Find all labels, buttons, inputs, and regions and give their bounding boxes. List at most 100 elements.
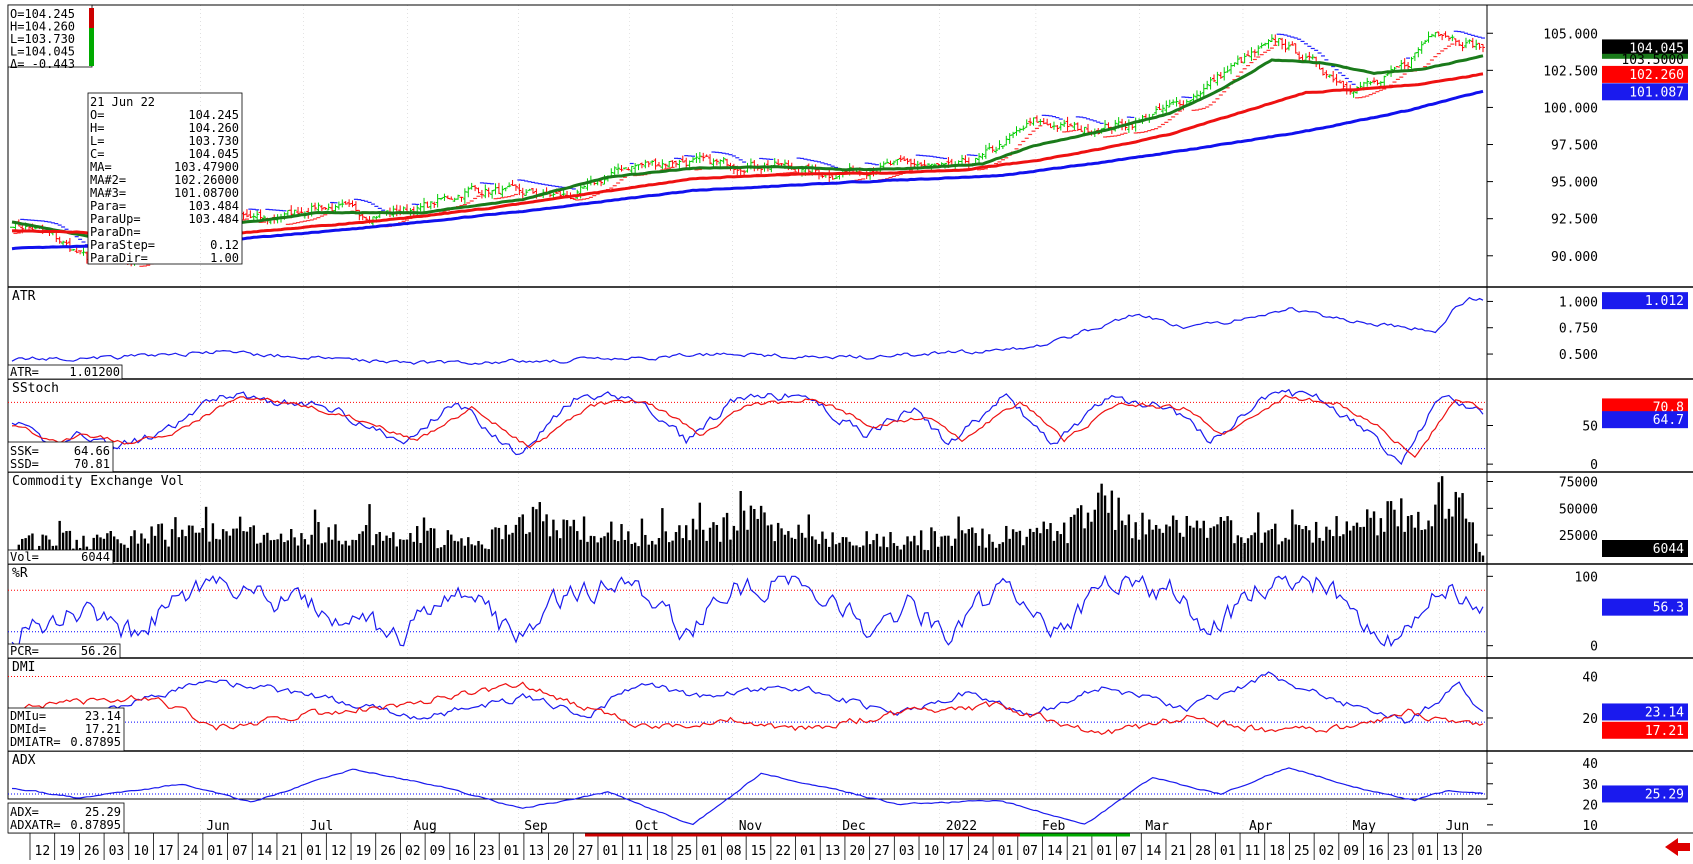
volume-bar xyxy=(885,547,889,562)
volume-bar xyxy=(729,539,732,562)
dmi-readout-value: 17.21 xyxy=(85,722,121,736)
volume-bar xyxy=(647,544,650,562)
volume-bar xyxy=(497,527,501,562)
volume-bar xyxy=(678,525,681,562)
volume-bar xyxy=(453,540,456,562)
volume-bar xyxy=(395,546,398,562)
volume-bar xyxy=(283,542,286,562)
volume-bar xyxy=(446,530,450,562)
volume-bar xyxy=(838,542,841,562)
x-day-label: 14 xyxy=(1146,844,1162,859)
volume-bar xyxy=(593,536,596,562)
volume-bar xyxy=(1018,530,1022,562)
volume-bar xyxy=(1209,527,1212,562)
x-day-label: 17 xyxy=(158,844,174,859)
volume-bar xyxy=(1114,529,1117,562)
dmi-down-value-tag: 17.21 xyxy=(1645,724,1684,739)
volume-bar xyxy=(1097,492,1100,562)
volume-bar xyxy=(763,512,766,562)
volume-bar xyxy=(1321,540,1325,562)
scroll-left-arrow-icon[interactable] xyxy=(1665,838,1690,856)
volume-bar xyxy=(1137,539,1141,562)
volume-bar xyxy=(416,526,419,562)
volume-bar xyxy=(334,524,337,562)
volume-bar xyxy=(1437,482,1440,562)
volume-bar xyxy=(402,539,405,562)
volume-bar xyxy=(943,535,947,562)
volume-bar xyxy=(1148,519,1151,562)
dmi-panel-title: DMI xyxy=(12,660,35,675)
volume-bar xyxy=(879,546,882,562)
ma-line-3 xyxy=(11,89,1484,251)
data-window-key: MA= xyxy=(90,160,112,174)
volume-bar xyxy=(1188,525,1192,562)
ohlc-line: Δ= -0.443 xyxy=(10,57,75,71)
dmi-y-tick-label: 20 xyxy=(1582,712,1598,727)
x-day-label: 24 xyxy=(973,844,989,859)
volume-bar xyxy=(354,540,358,562)
ma-line-2 xyxy=(11,72,1484,240)
ma3-tag-bg xyxy=(1602,83,1688,101)
volume-bar xyxy=(633,542,637,562)
volume-bar xyxy=(1331,536,1335,562)
volume-bar xyxy=(688,540,691,562)
volume-bar xyxy=(82,535,85,562)
volume-bar xyxy=(977,545,981,562)
volume-bar xyxy=(221,529,225,562)
volume-bar xyxy=(1202,520,1205,562)
volume-bar xyxy=(954,538,957,562)
volume-bar xyxy=(1318,537,1321,562)
volume-bar xyxy=(443,544,446,562)
volume-bar xyxy=(742,510,746,562)
volume-bar xyxy=(749,505,753,562)
ohlc-box xyxy=(7,4,93,68)
x-day-label: 03 xyxy=(899,844,915,859)
volume-bar xyxy=(804,537,807,562)
volume-bar xyxy=(1447,508,1451,562)
x-day-label: 16 xyxy=(454,844,470,859)
volume-bar xyxy=(228,535,232,562)
volume-bar xyxy=(351,539,354,562)
adx-line xyxy=(11,767,1484,826)
x-day-label: 20 xyxy=(849,844,865,859)
volume-bar xyxy=(1199,528,1202,562)
x-day-label: 12 xyxy=(331,844,347,859)
ohlc-line: O=104.245 xyxy=(10,7,75,21)
dmi-y-tick-label: 40 xyxy=(1582,671,1598,686)
volume-bar xyxy=(27,535,31,562)
volume-bar xyxy=(439,547,443,562)
x-day-label: 27 xyxy=(578,844,594,859)
volume-bar xyxy=(324,542,327,562)
x-day-label: 13 xyxy=(1442,844,1458,859)
volume-bar xyxy=(460,538,463,562)
data-window-key: O= xyxy=(90,108,104,122)
volume-bar xyxy=(1103,495,1107,562)
volume-bar xyxy=(31,533,34,562)
volume-bar xyxy=(715,524,719,562)
volume-bar xyxy=(1461,493,1464,562)
volume-bar xyxy=(419,542,422,562)
price-y-tick-label: 95.000 xyxy=(1551,176,1598,191)
x-month-label: Nov xyxy=(739,819,763,834)
volume-bar xyxy=(368,504,371,562)
volume-bar xyxy=(41,534,44,562)
volume-bar xyxy=(1280,541,1284,562)
adx-y-tick-label: 30 xyxy=(1582,778,1598,793)
volume-bar xyxy=(184,536,187,562)
volume-bar xyxy=(831,532,834,562)
volume-bar xyxy=(1413,527,1417,562)
volume-bar xyxy=(129,536,133,562)
adx-readout-box xyxy=(7,802,125,834)
volume-bar xyxy=(545,514,548,562)
volume-bar xyxy=(307,544,310,562)
volume-bar xyxy=(845,537,848,562)
volume-bar xyxy=(436,548,439,562)
x-day-label: 01 xyxy=(998,844,1014,859)
sstoch-readout-key: SSD= xyxy=(10,457,39,471)
volume-bar xyxy=(44,535,48,562)
volume-bar xyxy=(630,543,633,562)
volume-bar xyxy=(1478,551,1481,562)
volume-bar xyxy=(1338,536,1342,562)
volume-bar xyxy=(892,543,896,562)
